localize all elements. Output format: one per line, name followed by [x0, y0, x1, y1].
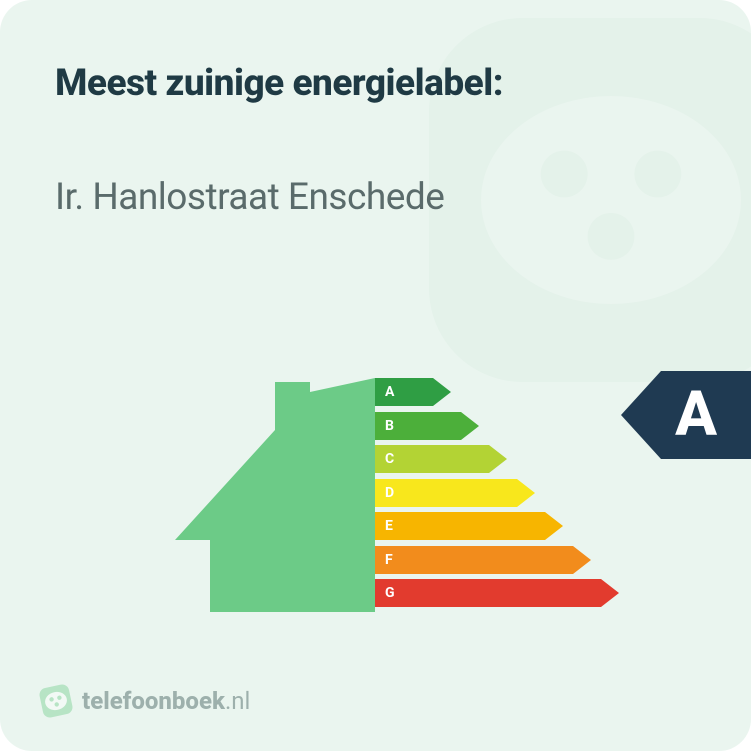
rating-arrow	[621, 371, 661, 459]
energy-bar-cap	[517, 479, 535, 507]
energy-card: Meest zuinige energielabel: Ir. Hanlostr…	[0, 0, 751, 751]
energy-bar-g: G	[375, 579, 695, 607]
rating-badge: A	[621, 371, 751, 459]
energy-bar-label: C	[385, 451, 394, 467]
footer-brand: telefoonboek.nl	[82, 687, 250, 715]
energy-bar-cap	[433, 378, 451, 406]
rating-body: A	[661, 371, 751, 459]
energy-bar-cap	[573, 546, 591, 574]
energy-bar-body	[375, 479, 517, 507]
energy-chart: A B C D E F G	[175, 360, 695, 640]
footer: telefoonboek.nl	[40, 685, 250, 717]
rating-letter: A	[675, 384, 717, 446]
house-icon	[175, 360, 375, 630]
card-title: Meest zuinige energielabel:	[55, 62, 503, 105]
footer-brand-light: .nl	[225, 687, 250, 715]
energy-bar-label: A	[385, 384, 394, 400]
card-subtitle: Ir. Hanlostraat Enschede	[55, 176, 444, 219]
energy-bar-f: F	[375, 546, 695, 574]
energy-bar-body	[375, 546, 573, 574]
energy-bar-label: E	[385, 518, 393, 534]
energy-bar-cap	[461, 412, 479, 440]
energy-bar-label: G	[385, 585, 395, 601]
footer-logo-icon	[37, 682, 75, 720]
energy-bar-body	[375, 378, 433, 406]
energy-bar-label: B	[385, 418, 394, 434]
energy-bar-body	[375, 579, 601, 607]
energy-bar-cap	[601, 579, 619, 607]
energy-bar-d: D	[375, 479, 695, 507]
energy-bar-label: D	[385, 485, 394, 501]
energy-bar-e: E	[375, 512, 695, 540]
energy-bar-cap	[545, 512, 563, 540]
energy-bar-cap	[489, 445, 507, 473]
footer-brand-bold: telefoonboek	[82, 687, 225, 715]
energy-bar-label: F	[385, 552, 393, 568]
energy-bar-body	[375, 512, 545, 540]
